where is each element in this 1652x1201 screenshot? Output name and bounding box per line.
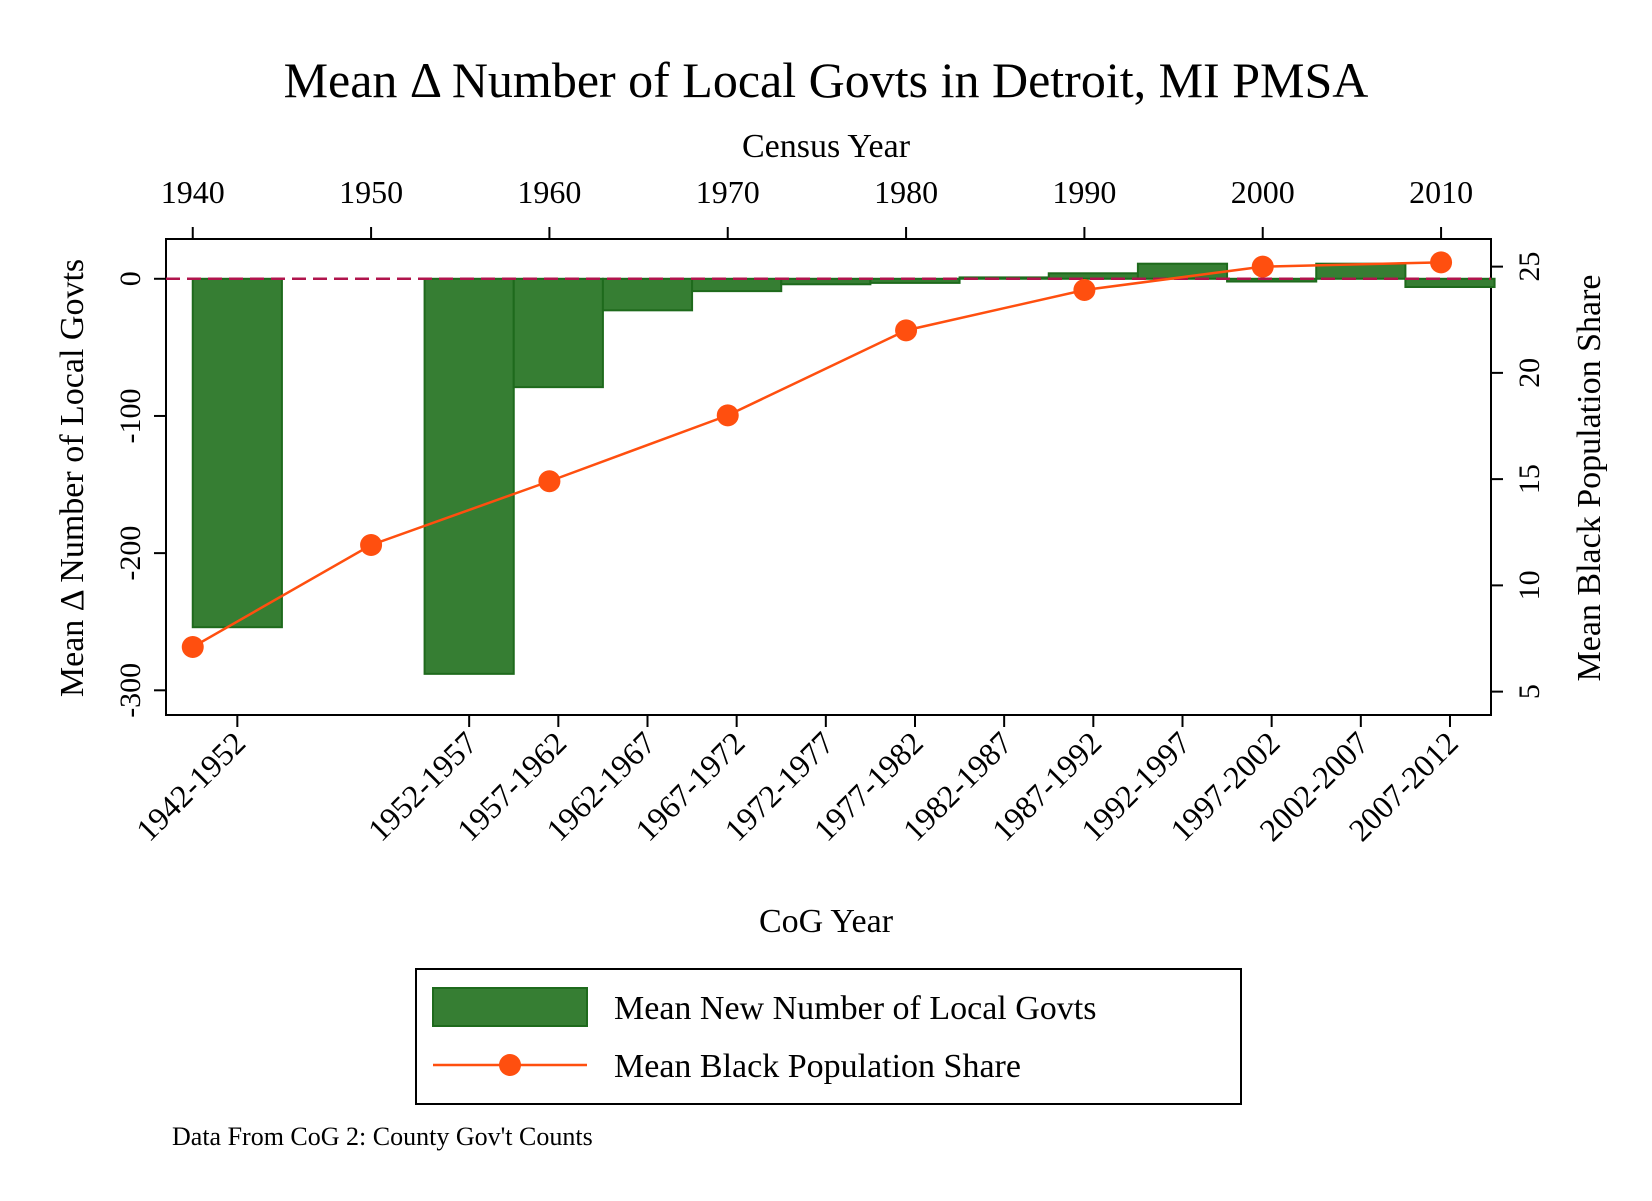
bar-series [191, 262, 1496, 675]
top-tick-label: 1990 [1052, 174, 1116, 210]
point-1960 [538, 470, 561, 493]
top-tick-label: 1950 [339, 174, 403, 210]
right-tick-label: 10 [1513, 570, 1546, 600]
left-tick-label: -300 [114, 663, 147, 718]
plot-area [165, 238, 1492, 716]
bar-1957-1962 [512, 277, 604, 389]
point-1950 [360, 534, 383, 556]
left-tick-label: -100 [114, 388, 147, 443]
point-2010 [1430, 251, 1453, 274]
line-series [181, 251, 1453, 658]
top-tick-label: 2010 [1409, 174, 1473, 210]
point-1990 [1073, 279, 1096, 301]
bar-1967-1972 [691, 277, 783, 293]
legend-line-label: Mean Black Population Share [614, 1048, 1021, 1085]
legend-bar-swatch [432, 987, 588, 1027]
top-tick-label: 1980 [874, 174, 938, 210]
top-tick-label: 2000 [1231, 174, 1295, 210]
left-axis-title: Mean Δ Number of Local Govts [54, 259, 91, 697]
category-label-1942-1952: 1942-1952 [129, 724, 253, 848]
bar-1952-1957 [423, 277, 515, 675]
x-axis-title: CoG Year [759, 903, 894, 940]
point-1970 [716, 404, 739, 427]
right-tick-label: 20 [1513, 358, 1546, 388]
data-source-note: Data From CoG 2: County Gov't Counts [172, 1122, 593, 1151]
bar-1942-1952 [191, 277, 283, 629]
legend-bar-label: Mean New Number of Local Govts [614, 990, 1096, 1027]
top-axis-title: Census Year [742, 128, 911, 165]
top-tick-label: 1940 [161, 174, 225, 210]
top-tick-label: 1960 [517, 174, 581, 210]
right-tick-label: 25 [1513, 252, 1546, 282]
right-axis-title: Mean Black Population Share [1571, 275, 1608, 682]
left-tick-label: -200 [114, 526, 147, 581]
legend-line-marker [499, 1054, 521, 1076]
black-share-line [192, 261, 1442, 649]
legend: Mean New Number of Local Govts Mean Blac… [415, 968, 1242, 1105]
point-1980 [895, 319, 918, 342]
chart-title: Mean Δ Number of Local Govts in Detroit,… [284, 52, 1369, 108]
bar-1962-1967 [601, 277, 694, 312]
right-tick-label: 5 [1513, 684, 1546, 699]
point-2000 [1251, 255, 1274, 278]
top-tick-label: 1970 [696, 174, 760, 210]
left-tick-label: 0 [114, 271, 147, 286]
point-1940 [181, 636, 204, 658]
right-tick-label: 15 [1513, 464, 1546, 494]
